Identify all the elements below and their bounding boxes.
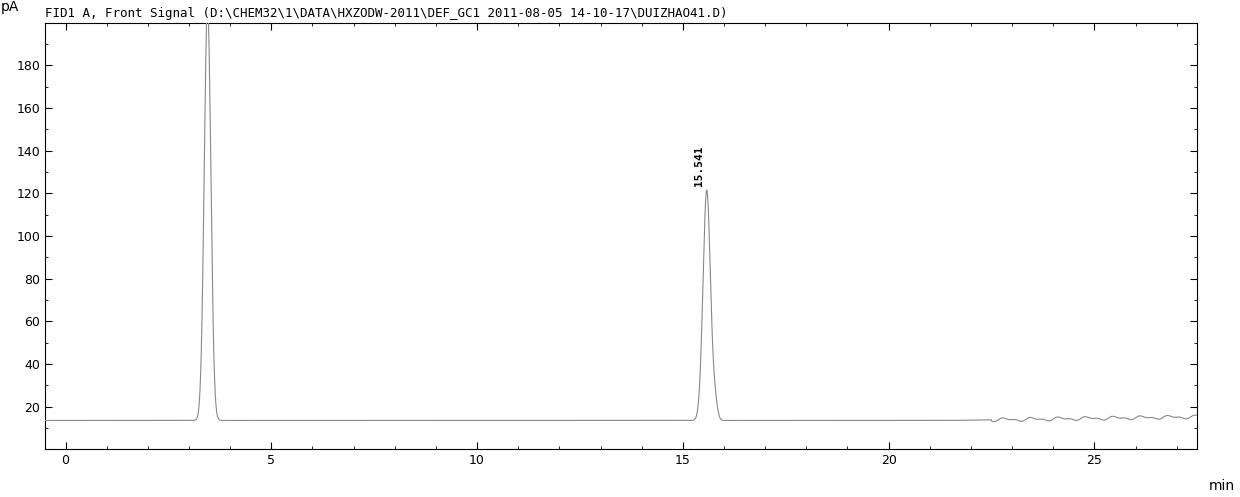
Text: min: min	[1209, 479, 1235, 493]
Text: FID1 A, Front Signal (D:\CHEM32\1\DATA\HXZODW-2011\DEF_GC1 2011-08-05 14-10-17\D: FID1 A, Front Signal (D:\CHEM32\1\DATA\H…	[45, 7, 728, 20]
Text: 15.541: 15.541	[694, 145, 704, 186]
Y-axis label: pA: pA	[1, 0, 20, 14]
